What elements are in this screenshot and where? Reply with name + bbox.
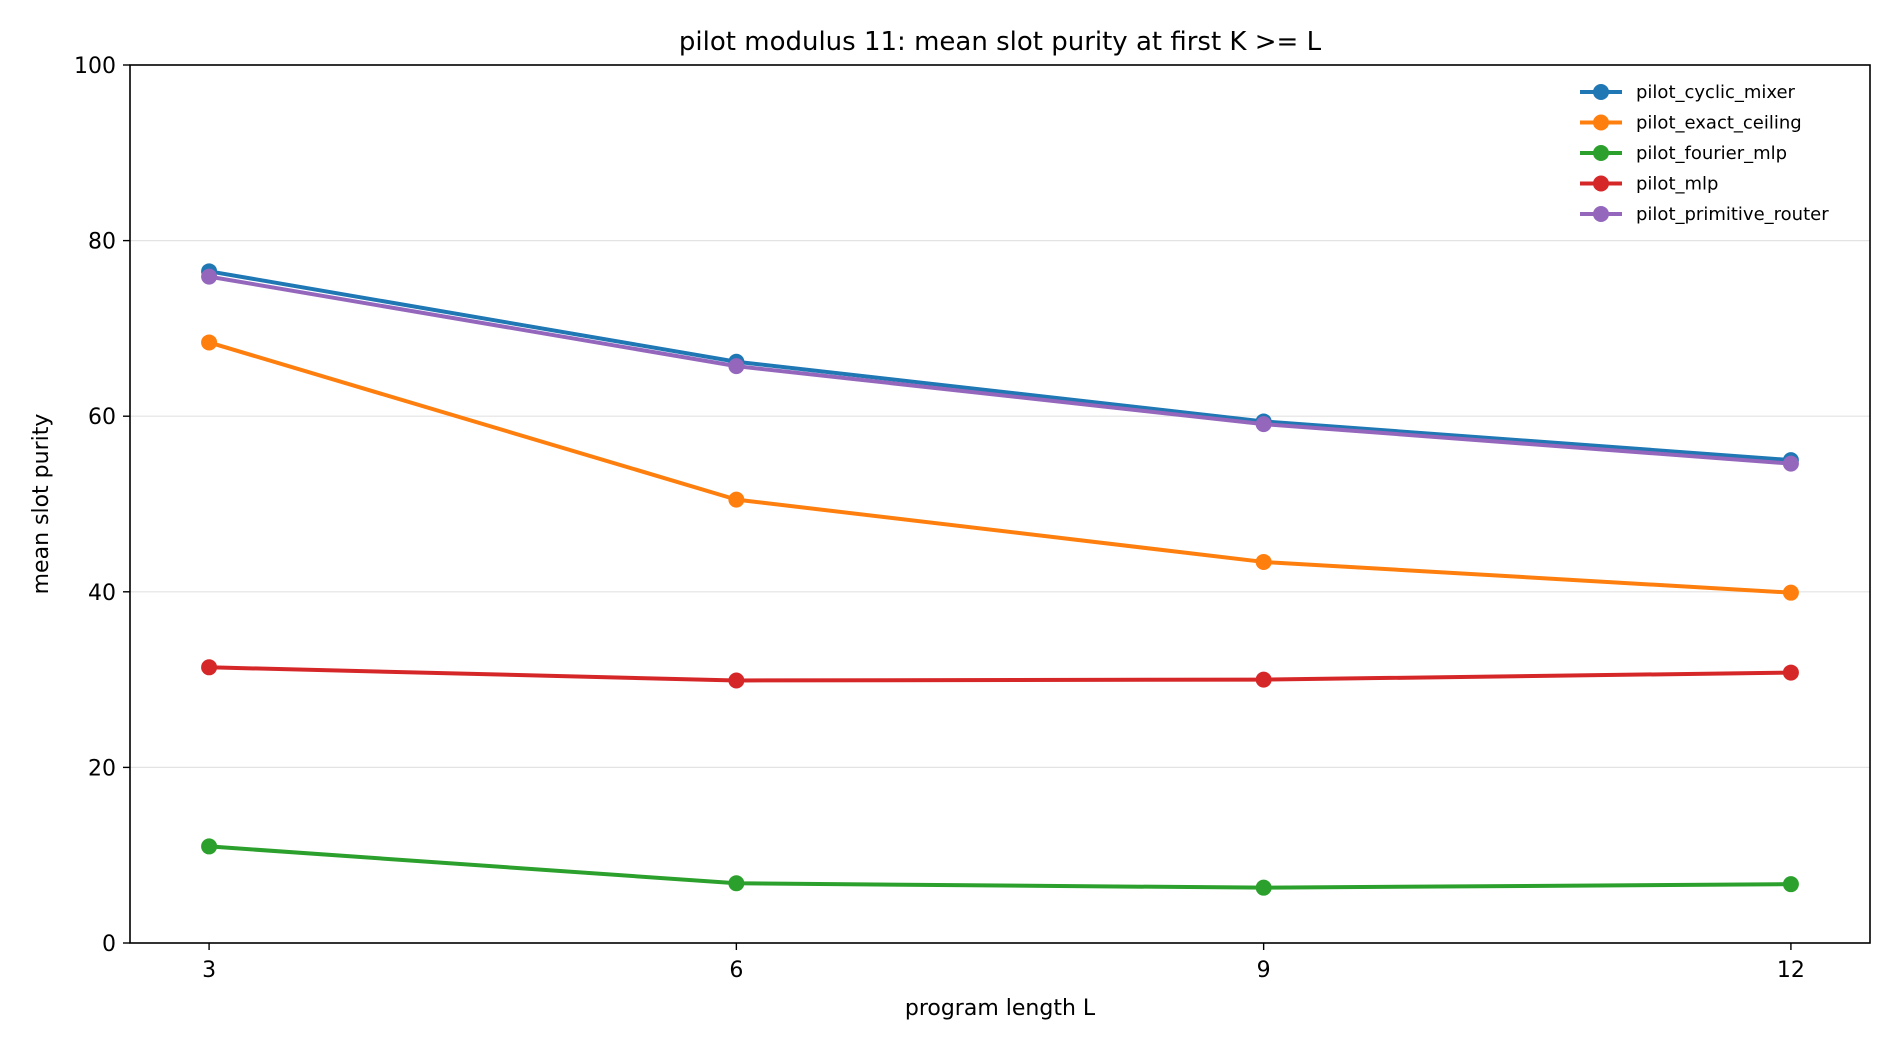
x-tick-label: 3 <box>202 958 216 983</box>
legend-label: pilot_cyclic_mixer <box>1636 82 1796 103</box>
y-axis-ticks: 0 20 40 60 80 100 <box>74 54 130 957</box>
data-point <box>1255 416 1272 433</box>
series-pilot_cyclic_mixer <box>201 263 1799 469</box>
y-axis-title: mean slot purity <box>29 414 54 595</box>
series-layer <box>201 263 1799 896</box>
legend-label: pilot_exact_ceiling <box>1636 113 1802 134</box>
x-tick-label: 12 <box>1777 958 1805 983</box>
series-pilot_mlp <box>201 659 1799 689</box>
data-point <box>201 659 218 676</box>
y-tick-label: 100 <box>74 54 116 79</box>
legend-label: pilot_fourier_mlp <box>1636 143 1787 164</box>
legend-marker <box>1593 84 1609 100</box>
series-line <box>207 269 1793 463</box>
data-point <box>728 491 745 508</box>
data-point <box>728 358 745 375</box>
legend-marker <box>1593 145 1609 161</box>
legend-marker <box>1593 114 1609 131</box>
legend: pilot_cyclic_mixer pilot_exact_ceilingpil… <box>1580 82 1829 225</box>
y-tick-label: 20 <box>88 756 116 781</box>
legend-marker <box>1593 175 1609 192</box>
data-point <box>1255 671 1272 688</box>
y-tick-label: 0 <box>102 932 116 957</box>
data-point <box>1782 584 1799 601</box>
data-point <box>201 268 218 285</box>
data-point <box>201 838 218 855</box>
chart-title: pilot modulus 11: mean slot purity at fi… <box>679 27 1322 57</box>
x-axis-title: program length L <box>905 996 1096 1021</box>
series-line <box>207 340 1793 595</box>
x-axis-ticks: 3 6 9 12 <box>202 943 1805 983</box>
y-tick-label: 80 <box>88 230 116 255</box>
series-line <box>207 844 1793 890</box>
data-point <box>1255 553 1272 570</box>
data-point <box>1782 664 1799 681</box>
legend-item: pilot_exact_ceiling <box>1580 113 1802 134</box>
data-point <box>1782 876 1799 893</box>
data-point <box>201 334 218 351</box>
legend-item: pilot_primitive_router <box>1580 204 1829 225</box>
data-point <box>728 875 745 892</box>
data-point <box>1782 455 1799 472</box>
series-line <box>207 274 1793 466</box>
y-tick-label: 40 <box>88 581 116 606</box>
series-line <box>207 665 1793 683</box>
series-pilot_exact_ceiling <box>201 334 1799 601</box>
series-pilot_fourier_mlp <box>201 838 1799 896</box>
legend-item: pilot_cyclic_mixer <box>1580 82 1796 103</box>
legend-item: pilot_mlp <box>1580 174 1718 195</box>
legend-marker <box>1593 206 1609 222</box>
x-tick-label: 9 <box>1257 958 1271 983</box>
legend-item: pilot_fourier_mlp <box>1580 143 1787 164</box>
gridlines <box>130 240 1870 769</box>
x-tick-label: 6 <box>729 958 743 983</box>
plot-frame <box>129 64 1871 944</box>
legend-label: pilot_primitive_router <box>1636 204 1829 225</box>
legend-label: pilot_mlp <box>1636 174 1718 195</box>
series-pilot_primitive_router <box>201 268 1799 472</box>
data-point <box>1255 879 1272 896</box>
y-tick-label: 60 <box>88 405 116 430</box>
data-point <box>728 672 745 689</box>
